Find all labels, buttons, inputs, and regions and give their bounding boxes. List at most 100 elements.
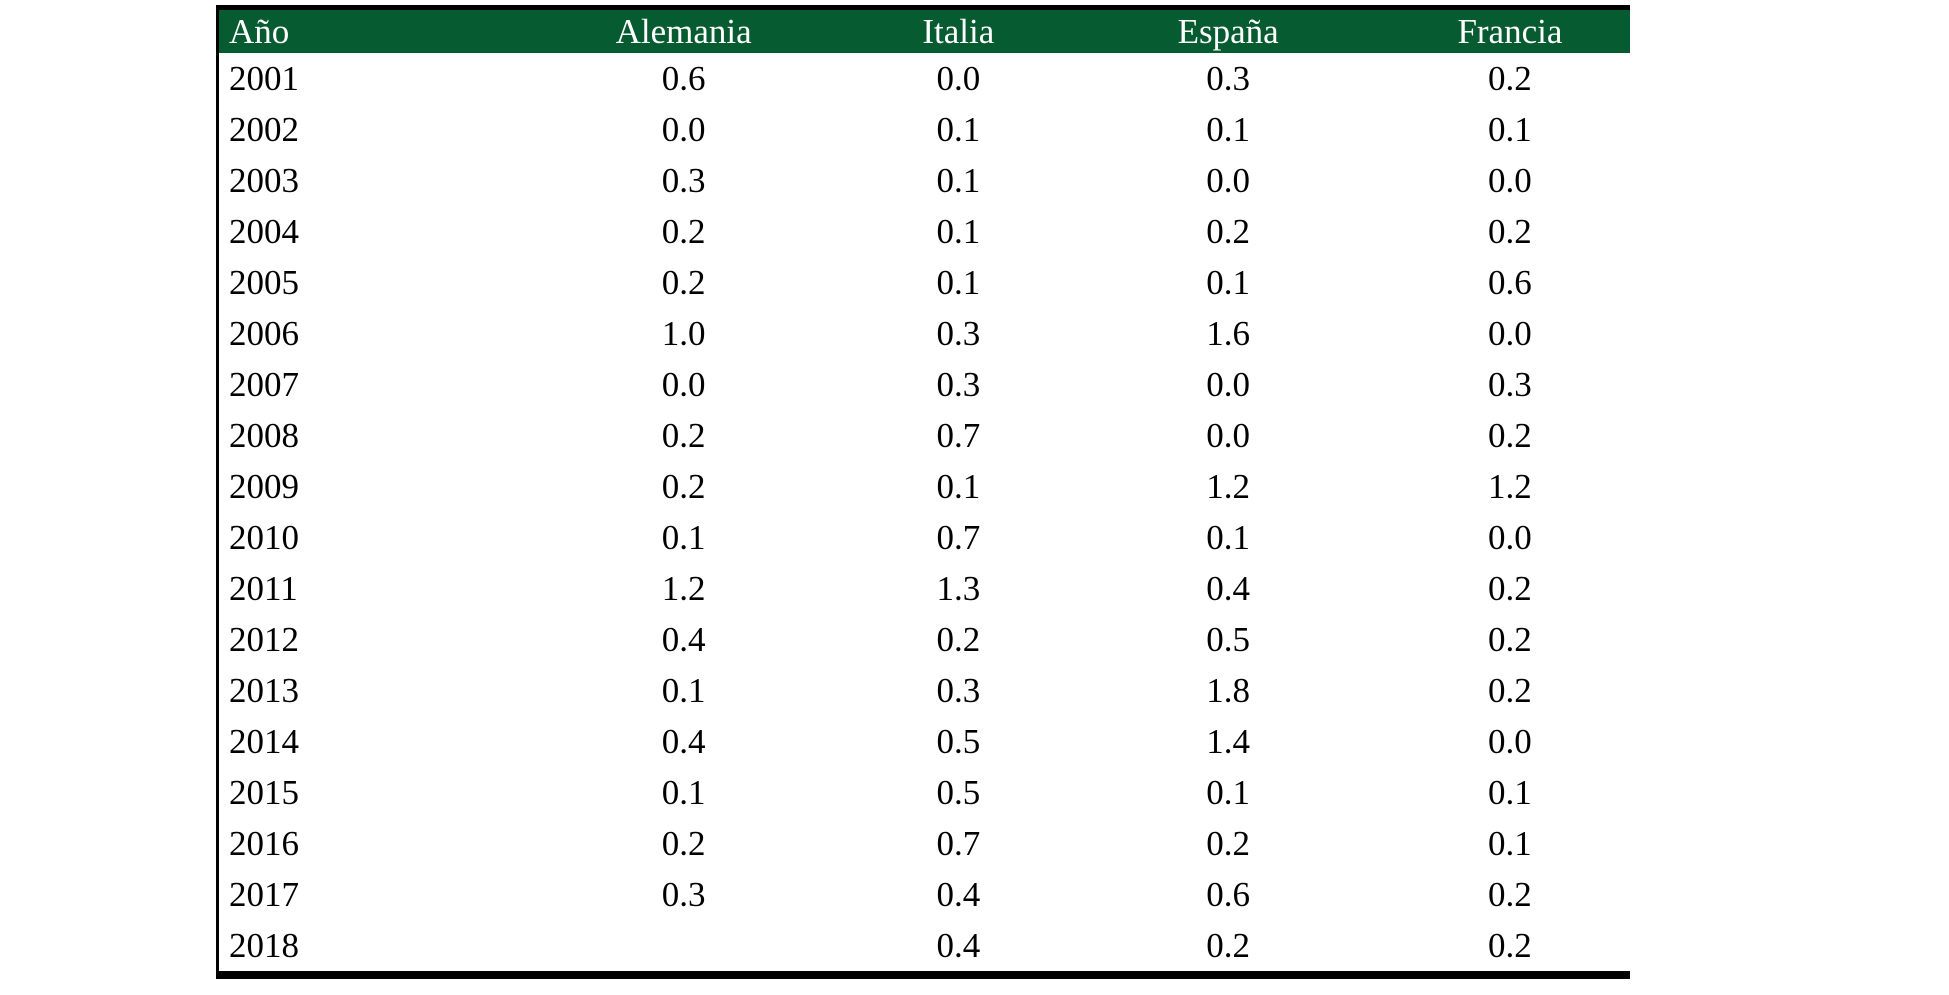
table-header: Año Alemania Italia España Francia	[217, 7, 1630, 53]
value-cell-francia: 0.0	[1488, 722, 1532, 761]
value-cell-italia: 0.5	[936, 722, 981, 761]
table-body: 2001 0.6 0.0 0.3 0.2 2002 0.0 0.1 0.1 0.1 2003 0.3 0…	[218, 53, 1631, 975]
value-cell-espana: 0.1	[1206, 263, 1250, 302]
value-cell-italia: 0.2	[936, 620, 981, 659]
year-cell: 2002	[229, 110, 299, 149]
value-cell-italia: 0.0	[936, 59, 981, 98]
value-cell-francia: 1.2	[1488, 467, 1532, 506]
data-table-container: Año Alemania Italia España Francia 2001 0.6 0.…	[216, 5, 1630, 979]
value-cell-italia: 0.7	[936, 416, 981, 455]
value-cell-francia: 0.2	[1488, 875, 1532, 914]
year-cell: 2006	[229, 314, 299, 353]
table-row: 2011 1.2 1.3 0.4 0.2	[218, 563, 1631, 614]
value-cell-espana: 0.2	[1206, 824, 1250, 863]
table-row: 2004 0.2 0.1 0.2 0.2	[218, 206, 1631, 257]
header-cell-francia: Francia	[1389, 7, 1630, 53]
value-cell-alemania: 0.4	[661, 620, 706, 659]
table-row: 2005 0.2 0.1 0.1 0.6	[218, 257, 1631, 308]
value-cell-espana: 1.2	[1206, 467, 1250, 506]
table-row: 2007 0.0 0.3 0.0 0.3	[218, 359, 1631, 410]
value-cell-francia: 0.0	[1488, 314, 1532, 353]
value-cell-espana: 0.1	[1206, 110, 1250, 149]
value-cell-espana: 0.0	[1206, 416, 1250, 455]
year-cell: 2001	[229, 59, 299, 98]
header-cell-italia: Italia	[850, 7, 1067, 53]
value-cell-alemania: 0.4	[661, 722, 706, 761]
value-cell-alemania: 0.2	[661, 416, 706, 455]
value-cell-espana: 0.2	[1206, 926, 1250, 965]
value-cell-espana: 0.3	[1206, 59, 1250, 98]
value-cell-espana: 0.1	[1206, 773, 1250, 812]
value-cell-espana: 0.0	[1206, 365, 1250, 404]
value-cell-alemania: 0.1	[661, 773, 706, 812]
value-cell-espana: 1.4	[1206, 722, 1250, 761]
year-cell: 2011	[229, 569, 298, 608]
value-cell-espana: 0.6	[1206, 875, 1250, 914]
value-cell-alemania: 0.6	[661, 59, 706, 98]
header-cell-espana: España	[1066, 7, 1390, 53]
year-cell: 2012	[229, 620, 299, 659]
value-cell-francia: 0.0	[1488, 161, 1532, 200]
value-cell-italia: 0.1	[936, 161, 981, 200]
value-cell-alemania: 0.1	[661, 671, 706, 710]
year-cell: 2013	[229, 671, 299, 710]
table-row: 2018 0.4 0.2 0.2	[218, 920, 1631, 975]
header-row: Año Alemania Italia España Francia	[217, 7, 1630, 53]
value-cell-francia: 0.1	[1488, 824, 1532, 863]
value-cell-francia: 0.2	[1488, 569, 1532, 608]
value-cell-francia: 0.1	[1488, 110, 1532, 149]
table-row: 2006 1.0 0.3 1.6 0.0	[218, 308, 1631, 359]
value-cell-francia: 0.2	[1488, 416, 1532, 455]
value-cell-alemania: 0.3	[661, 875, 706, 914]
table-row: 2010 0.1 0.7 0.1 0.0	[218, 512, 1631, 563]
value-cell-alemania: 0.2	[661, 212, 706, 251]
table-row: 2001 0.6 0.0 0.3 0.2	[218, 53, 1631, 104]
value-cell-francia: 0.2	[1488, 926, 1532, 965]
year-country-table: Año Alemania Italia España Francia 2001 0.6 0.…	[216, 5, 1630, 979]
value-cell-francia: 0.2	[1488, 212, 1532, 251]
year-cell: 2015	[229, 773, 299, 812]
table-row: 2015 0.1 0.5 0.1 0.1	[218, 767, 1631, 818]
value-cell-italia: 0.7	[936, 518, 981, 557]
table-row: 2014 0.4 0.5 1.4 0.0	[218, 716, 1631, 767]
value-cell-francia: 0.2	[1488, 59, 1532, 98]
value-cell-francia: 0.6	[1488, 263, 1532, 302]
year-cell: 2007	[229, 365, 299, 404]
value-cell-francia: 0.2	[1488, 671, 1532, 710]
value-cell-alemania: 0.0	[661, 110, 706, 149]
year-cell: 2018	[229, 926, 299, 965]
table-row: 2013 0.1 0.3 1.8 0.2	[218, 665, 1631, 716]
value-cell-espana: 1.6	[1206, 314, 1250, 353]
year-cell: 2004	[229, 212, 299, 251]
value-cell-alemania: 0.1	[661, 518, 706, 557]
year-cell: 2017	[229, 875, 299, 914]
value-cell-alemania: 0.2	[661, 263, 706, 302]
value-cell-italia: 0.3	[936, 365, 981, 404]
year-cell: 2005	[229, 263, 299, 302]
header-cell-alemania: Alemania	[516, 7, 851, 53]
year-cell: 2008	[229, 416, 299, 455]
year-cell: 2009	[229, 467, 299, 506]
table-row: 2009 0.2 0.1 1.2 1.2	[218, 461, 1631, 512]
value-cell-alemania: 0.0	[661, 365, 706, 404]
value-cell-alemania	[517, 920, 850, 975]
table-row: 2012 0.4 0.2 0.5 0.2	[218, 614, 1631, 665]
table-row: 2008 0.2 0.7 0.0 0.2	[218, 410, 1631, 461]
value-cell-alemania: 1.2	[661, 569, 706, 608]
table-row: 2002 0.0 0.1 0.1 0.1	[218, 104, 1631, 155]
table-row: 2003 0.3 0.1 0.0 0.0	[218, 155, 1631, 206]
value-cell-espana: 0.2	[1206, 212, 1250, 251]
value-cell-alemania: 1.0	[661, 314, 706, 353]
year-cell: 2014	[229, 722, 299, 761]
value-cell-espana: 0.0	[1206, 161, 1250, 200]
value-cell-francia: 0.1	[1488, 773, 1532, 812]
value-cell-italia: 1.3	[936, 569, 981, 608]
value-cell-italia: 0.4	[936, 926, 981, 965]
value-cell-italia: 0.1	[936, 263, 981, 302]
value-cell-alemania: 0.3	[661, 161, 706, 200]
header-cell-year: Año	[217, 7, 517, 53]
value-cell-espana: 0.1	[1206, 518, 1250, 557]
year-cell: 2003	[229, 161, 299, 200]
value-cell-alemania: 0.2	[661, 467, 706, 506]
value-cell-espana: 0.4	[1206, 569, 1250, 608]
